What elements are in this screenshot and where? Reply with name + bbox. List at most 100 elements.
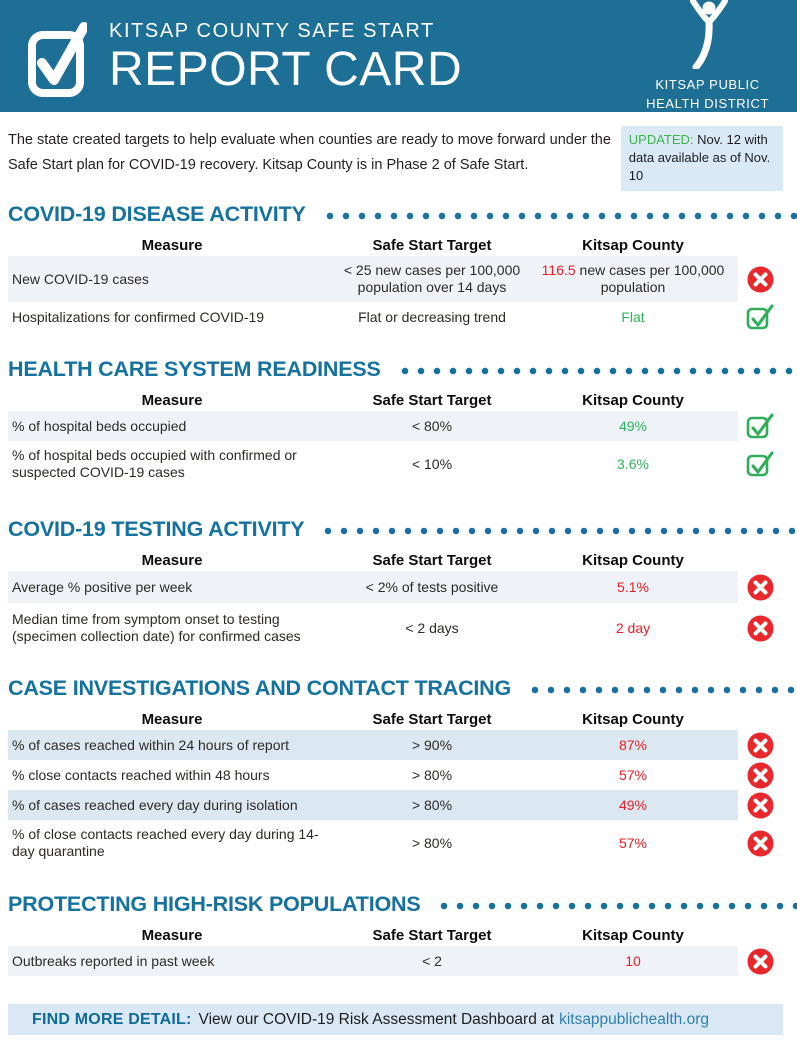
status-icon-cell <box>738 730 782 760</box>
target-cell: > 80% <box>411 796 453 813</box>
find-more-detail-label: FIND MORE DETAIL: <box>32 1010 192 1028</box>
table-header-row: Measure Safe Start Target Kitsap County <box>8 924 738 946</box>
col-header-county: Kitsap County <box>582 391 684 409</box>
table-header-row: Measure Safe Start Target Kitsap County <box>8 389 738 411</box>
county-cell: 116.5 new cases per 100,000 population <box>528 256 738 302</box>
section-heading-disease-activity: COVID-19 DISEASE ACTIVITY <box>8 202 797 227</box>
col-header-target: Safe Start Target <box>372 551 492 569</box>
fail-icon <box>747 762 773 788</box>
measure-cell: % of hospital beds occupied <box>12 417 187 434</box>
status-icon-cell <box>738 411 782 441</box>
dotted-leader <box>396 366 797 375</box>
table-health-care: Measure Safe Start Target Kitsap County … <box>8 389 783 487</box>
col-header-measure: Measure <box>141 551 203 569</box>
status-icon-cell <box>738 946 782 976</box>
col-header-measure: Measure <box>141 391 203 409</box>
col-header-county: Kitsap County <box>582 551 684 569</box>
target-cell: < 2 days <box>405 619 459 636</box>
county-cell: 57% <box>528 760 738 790</box>
measure-cell: % of hospital beds occupied with confirm… <box>12 447 297 480</box>
table-testing-activity: Measure Safe Start Target Kitsap County … <box>8 549 783 653</box>
target-cell: < 2% of tests positive <box>365 578 499 595</box>
measure-cell: Median time from symptom onset to testin… <box>12 611 301 644</box>
county-cell: 3.6% <box>528 441 738 487</box>
section-title: PROTECTING HIGH-RISK POPULATIONS <box>8 892 421 916</box>
pass-icon <box>746 413 774 439</box>
fail-icon <box>747 792 773 818</box>
dotted-leader <box>436 901 797 910</box>
table-contact-tracing: Measure Safe Start Target Kitsap County … <box>8 708 783 866</box>
table-row: % of cases reached within 24 hours of re… <box>8 730 783 760</box>
county-cell: Flat <box>528 302 738 332</box>
table-row: New COVID-19 cases < 25 new cases per 10… <box>8 256 783 302</box>
county-value: 10 <box>625 952 641 969</box>
section-heading-high-risk: PROTECTING HIGH-RISK POPULATIONS <box>8 892 797 917</box>
dotted-leader <box>320 526 797 535</box>
table-row: % of hospital beds occupied < 80% 49% <box>8 411 783 441</box>
fail-icon <box>747 574 773 600</box>
county-cell: 49% <box>528 411 738 441</box>
col-header-county: Kitsap County <box>582 926 684 944</box>
county-value: Flat <box>621 308 645 325</box>
updated-text: Nov. 12 with data available as of Nov. 1… <box>628 132 771 183</box>
section-title: COVID-19 TESTING ACTIVITY <box>8 517 305 541</box>
table-row: % of hospital beds occupied with confirm… <box>8 441 783 487</box>
table-row: % close contacts reached within 48 hours… <box>8 760 783 790</box>
county-value: 87% <box>618 736 648 753</box>
county-value: 57% <box>618 834 648 851</box>
table-row: Median time from symptom onset to testin… <box>8 603 783 653</box>
status-icon-cell <box>738 256 782 302</box>
col-header-county: Kitsap County <box>582 710 684 728</box>
table-disease-activity: Measure Safe Start Target Kitsap County … <box>8 234 783 332</box>
dotted-leader <box>527 685 797 694</box>
table-high-risk: Measure Safe Start Target Kitsap County … <box>8 924 783 976</box>
measure-cell: % close contacts reached within 48 hours <box>12 766 270 783</box>
kitsappublichealth-link[interactable]: kitsappublichealth.org <box>559 1010 709 1028</box>
header-titles: KITSAP COUNTY SAFE START REPORT CARD <box>109 18 646 94</box>
pass-icon <box>746 304 774 330</box>
section-title: CASE INVESTIGATIONS AND CONTACT TRACING <box>8 676 512 700</box>
county-cell: 2 day <box>528 603 738 653</box>
table-header-row: Measure Safe Start Target Kitsap County <box>8 234 738 256</box>
county-cell: 57% <box>528 820 738 866</box>
footer-bar: FIND MORE DETAIL: View our COVID-19 Risk… <box>8 1004 783 1035</box>
health-district-logo: KITSAP PUBLIC HEALTH DISTRICT <box>646 0 769 113</box>
page-title: REPORT CARD <box>109 43 463 96</box>
updated-label: UPDATED: <box>628 132 694 147</box>
section-heading-health-care: HEALTH CARE SYSTEM READINESS <box>8 357 797 382</box>
county-suffix: new cases per 100,000 population <box>575 262 725 295</box>
status-icon-cell <box>738 760 782 790</box>
col-header-target: Safe Start Target <box>372 391 492 409</box>
col-header-measure: Measure <box>141 710 203 728</box>
intro-paragraph: The state created targets to help evalua… <box>8 132 611 173</box>
section-heading-contact-tracing: CASE INVESTIGATIONS AND CONTACT TRACING <box>8 676 797 701</box>
measure-cell: Hospitalizations for confirmed COVID-19 <box>12 308 265 325</box>
target-cell: < 10% <box>411 455 453 472</box>
fail-icon <box>747 266 773 292</box>
fail-icon <box>747 615 773 641</box>
status-icon-cell <box>738 790 782 820</box>
target-cell: < 2 <box>422 952 442 969</box>
health-district-name: KITSAP PUBLIC HEALTH DISTRICT <box>646 76 769 114</box>
table-row: % of close contacts reached every day du… <box>8 820 783 866</box>
section-title: COVID-19 DISEASE ACTIVITY <box>8 202 306 226</box>
col-header-county: Kitsap County <box>582 236 684 254</box>
measure-cell: % of cases reached every day during isol… <box>12 796 298 813</box>
col-header-measure: Measure <box>141 926 203 944</box>
county-cell: 5.1% <box>528 571 738 603</box>
target-cell: > 90% <box>411 736 453 753</box>
table-row: % of cases reached every day during isol… <box>8 790 783 820</box>
fail-icon <box>747 830 773 856</box>
county-value: 57% <box>618 766 648 783</box>
logo-text-line2: HEALTH DISTRICT <box>646 95 769 111</box>
county-value: 49% <box>618 796 648 813</box>
county-cell: 87% <box>528 730 738 760</box>
dotted-leader <box>321 211 797 220</box>
status-icon-cell <box>738 571 782 603</box>
target-cell: < 80% <box>411 417 453 434</box>
measure-cell: % of cases reached within 24 hours of re… <box>12 736 290 753</box>
county-cell: 10 <box>528 946 738 976</box>
checkbox-logo-icon <box>28 22 87 97</box>
header-band: KITSAP COUNTY SAFE START REPORT CARD KIT… <box>0 0 797 112</box>
